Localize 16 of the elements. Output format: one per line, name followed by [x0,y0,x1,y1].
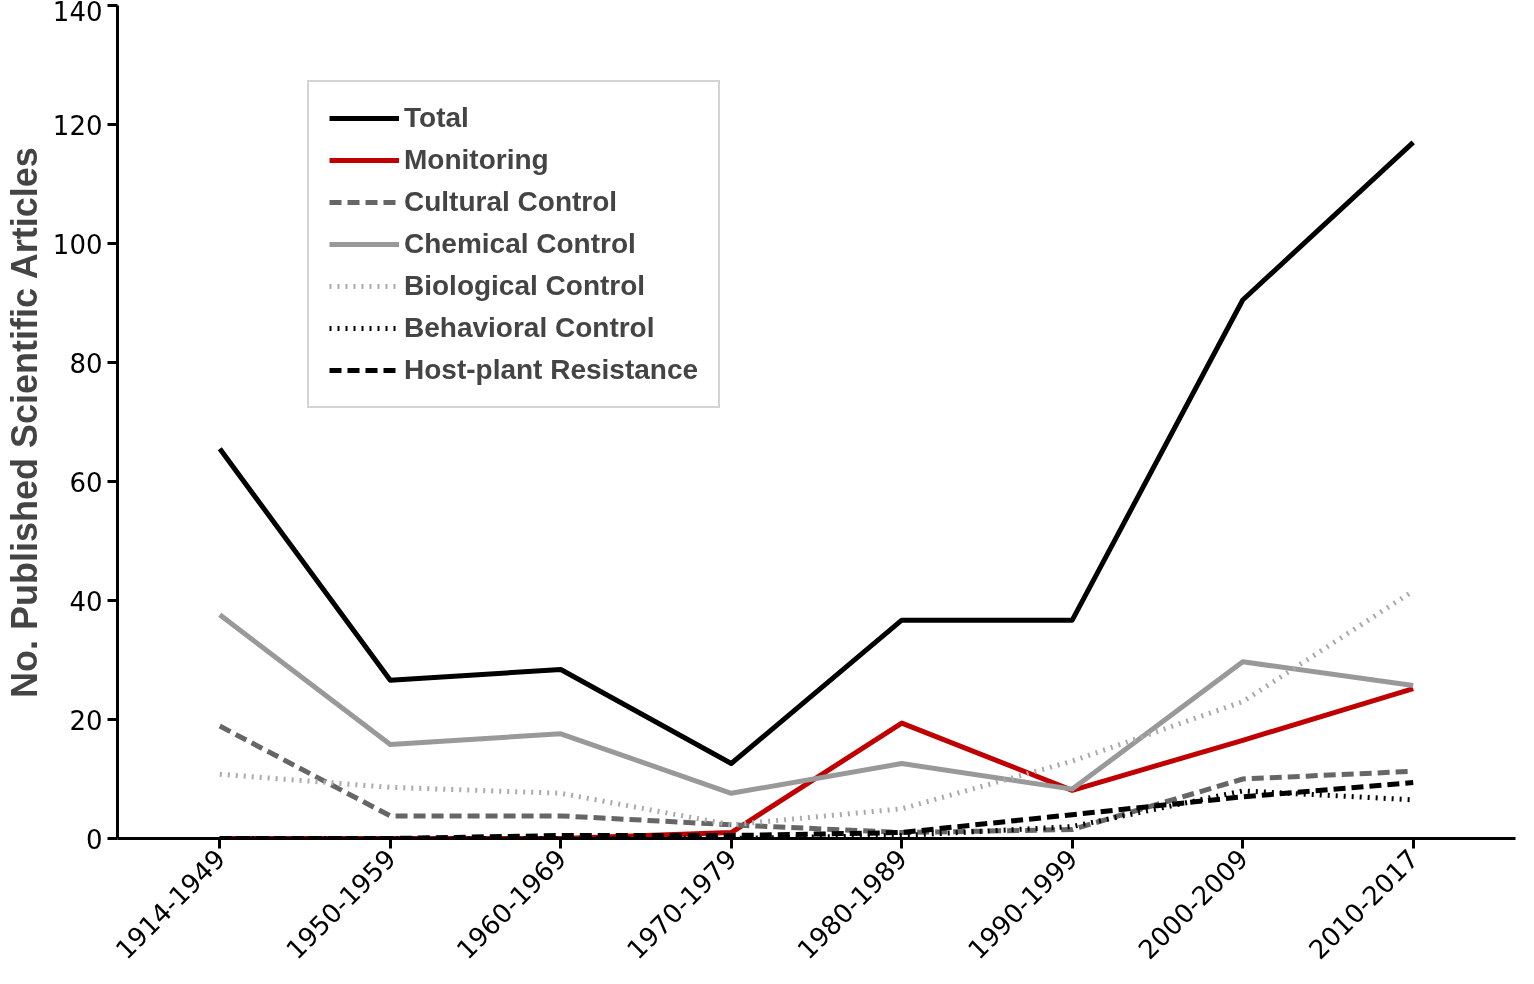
y-tick-label: 0 [85,824,103,855]
y-tick-label: 100 [52,229,103,260]
y-tick-label: 40 [69,586,103,617]
y-tick-label: 120 [52,110,103,141]
y-axis-title: No. Published Scientific Articles [3,147,45,699]
y-tick-label: 80 [69,348,103,379]
legend-label: Biological Control [404,270,646,302]
legend-label: Cultural Control [404,186,618,218]
y-tick-label: 140 [52,0,103,27]
y-tick-label: 20 [69,705,103,736]
legend-label: Behavioral Control [404,312,655,344]
legend-label: Monitoring [404,144,549,176]
y-tick-label: 60 [69,467,103,498]
legend-label: Chemical Control [404,228,636,260]
legend-label: Host-plant Resistance [404,354,699,386]
legend-label: Total [404,102,469,134]
